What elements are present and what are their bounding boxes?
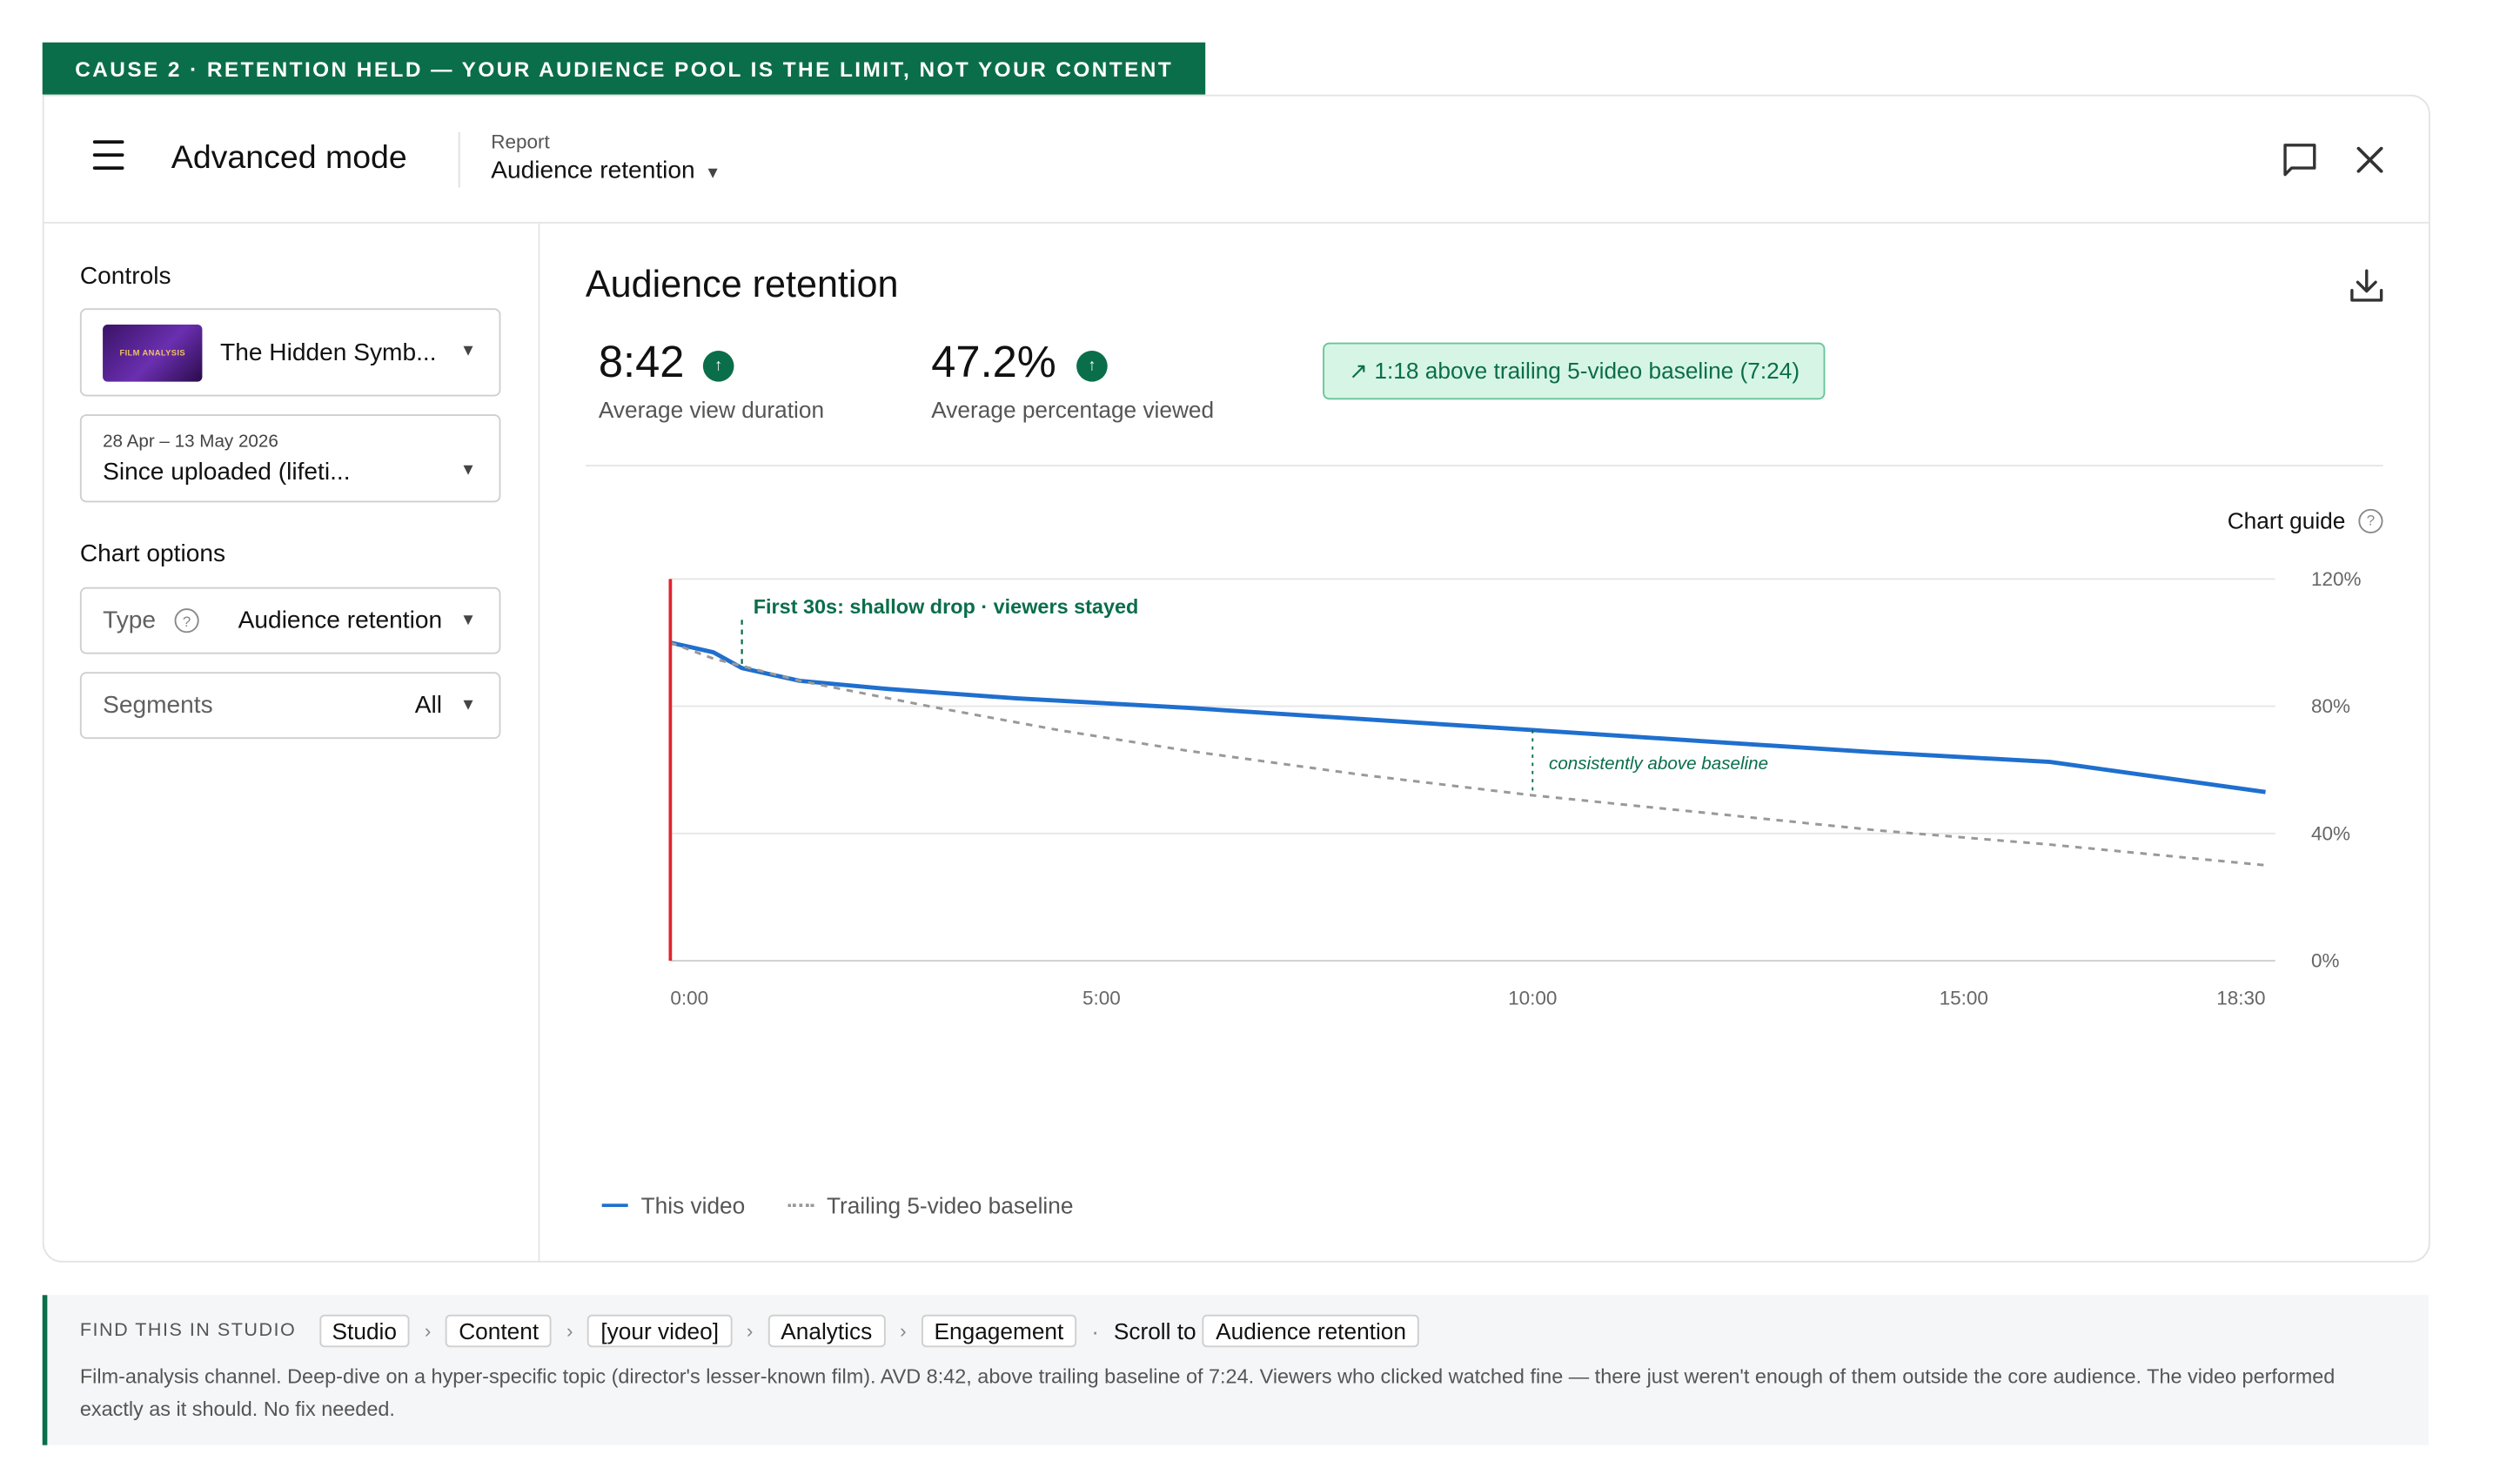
avg-view-duration-label: Average view duration (598, 396, 825, 423)
chevron-right-icon: › (566, 1319, 573, 1343)
legend-label: Trailing 5-video baseline (826, 1192, 1074, 1219)
retention-chart: 120% 80% 40% 0% 0:00 5:00 10:00 15:00 18:30 First… (668, 568, 2362, 1009)
x-tick-label: 18:30 (2216, 988, 2265, 1009)
y-tick-label: 0% (2311, 950, 2340, 972)
video-title: The Hidden Symb... (220, 339, 437, 367)
chevron-down-icon: ▼ (459, 611, 477, 630)
chevron-right-icon: › (900, 1319, 907, 1343)
thumbnail-text: FILM ANALYSIS (119, 348, 186, 359)
chart-type-select[interactable]: Type ? Audience retention ▼ (79, 587, 501, 654)
chart-guide-link[interactable]: Chart guide ? (2228, 507, 2383, 533)
page-title: Audience retention (585, 262, 899, 305)
download-icon[interactable] (2347, 266, 2386, 313)
date-range-dates: 28 Apr – 13 May 2026 (103, 432, 278, 452)
y-tick-label: 40% (2311, 822, 2350, 844)
chart-options-heading: Chart options (79, 540, 226, 568)
controls-heading: Controls (79, 262, 171, 291)
chevron-down-icon: ▼ (459, 696, 477, 714)
breadcrumb-chip[interactable]: Audience retention (1203, 1314, 1419, 1348)
segments-select[interactable]: Segments All ▼ (79, 672, 501, 740)
breadcrumb-chip[interactable]: Engagement (921, 1314, 1077, 1348)
footer-note: Film-analysis channel. Deep-dive on a hy… (79, 1364, 2336, 1420)
separator-dot: · (1091, 1317, 1099, 1344)
y-tick-label: 120% (2311, 568, 2362, 590)
type-label: Type (103, 607, 157, 635)
find-label: FIND THIS IN STUDIO (79, 1321, 297, 1341)
x-tick-label: 15:00 (1940, 988, 1988, 1009)
annotation-label: consistently above baseline (1549, 754, 1768, 774)
report-value: Audience retention (491, 156, 695, 184)
series-line-baseline (669, 641, 2266, 867)
sidebar: Controls FILM ANALYSIS The Hidden Symb..… (44, 223, 540, 1261)
x-tick-label: 0:00 (670, 988, 708, 1009)
chevron-right-icon: › (424, 1319, 432, 1343)
top-bar: Advanced mode Report Audience retention ▼ (44, 97, 2429, 224)
y-tick-label: 80% (2311, 695, 2350, 717)
chevron-right-icon: › (746, 1319, 754, 1343)
x-tick-label: 10:00 (1508, 988, 1557, 1009)
breadcrumb-chip[interactable]: Studio (318, 1314, 410, 1348)
analytics-panel: Advanced mode Report Audience retention ▼… (42, 94, 2430, 1263)
report-label: Report (491, 130, 550, 154)
studio-path-footer: FIND THIS IN STUDIO Studio › Content › [your… (42, 1295, 2429, 1445)
report-select[interactable]: Audience retention ▼ (491, 157, 720, 184)
segments-value: All (414, 691, 442, 720)
metrics-divider (585, 465, 2383, 467)
close-icon[interactable] (2356, 146, 2383, 181)
legend-swatch-solid (601, 1203, 628, 1208)
trend-up-icon: ↑ (702, 350, 734, 382)
video-thumbnail: FILM ANALYSIS (103, 325, 203, 382)
main-content: Audience retention 8:42 ↑ Average view d… (540, 224, 2429, 1261)
x-tick-label: 5:00 (1082, 988, 1121, 1009)
series-line-this-video (669, 640, 2266, 794)
legend-item-this-video: This video (601, 1192, 746, 1219)
legend-label: This video (640, 1192, 746, 1219)
legend-item-baseline: Trailing 5-video baseline (787, 1192, 1074, 1219)
segments-label: Segments (103, 691, 213, 720)
legend-swatch-dashed (787, 1203, 814, 1208)
chart-guide-label: Chart guide (2227, 506, 2346, 533)
breadcrumb: FIND THIS IN STUDIO Studio › Content › [your… (79, 1314, 1419, 1348)
avg-percentage-viewed-value: 47.2% (931, 338, 1056, 387)
help-icon: ? (2358, 507, 2383, 533)
type-value: Audience retention (238, 607, 443, 635)
scroll-label: Scroll to (1113, 1317, 1196, 1344)
annotation-label: First 30s: shallow drop · viewers stayed (754, 595, 1139, 618)
date-range-select[interactable]: 28 Apr – 13 May 2026 Since uploaded (lif… (79, 414, 501, 503)
mode-title: Advanced mode (171, 140, 407, 177)
cause-banner: CAUSE 2 · RETENTION HELD — YOUR AUDIENCE… (42, 42, 1206, 95)
header-divider (458, 131, 460, 188)
date-range-value: Since uploaded (lifeti... (103, 458, 351, 486)
trend-up-icon: ↑ (1076, 350, 1108, 382)
breadcrumb-chip[interactable]: [your video] (587, 1314, 733, 1348)
chart-legend: This video Trailing 5-video baseline (601, 1192, 1116, 1219)
chevron-down-icon: ▼ (704, 164, 721, 183)
baseline-comparison-badge: ↗ 1:18 above trailing 5-video baseline (… (1323, 342, 1826, 400)
video-select[interactable]: FILM ANALYSIS The Hidden Symb... ▼ (79, 308, 501, 397)
feedback-icon[interactable] (2282, 142, 2317, 186)
breadcrumb-chip[interactable]: Content (446, 1314, 553, 1348)
avg-percentage-viewed-label: Average percentage viewed (931, 396, 1215, 423)
chevron-down-icon: ▼ (459, 342, 477, 361)
help-icon[interactable]: ? (174, 608, 199, 633)
menu-icon[interactable] (92, 140, 129, 171)
breadcrumb-chip[interactable]: Analytics (767, 1314, 886, 1348)
chevron-down-icon: ▼ (459, 461, 477, 480)
avg-view-duration-value: 8:42 (598, 338, 685, 387)
